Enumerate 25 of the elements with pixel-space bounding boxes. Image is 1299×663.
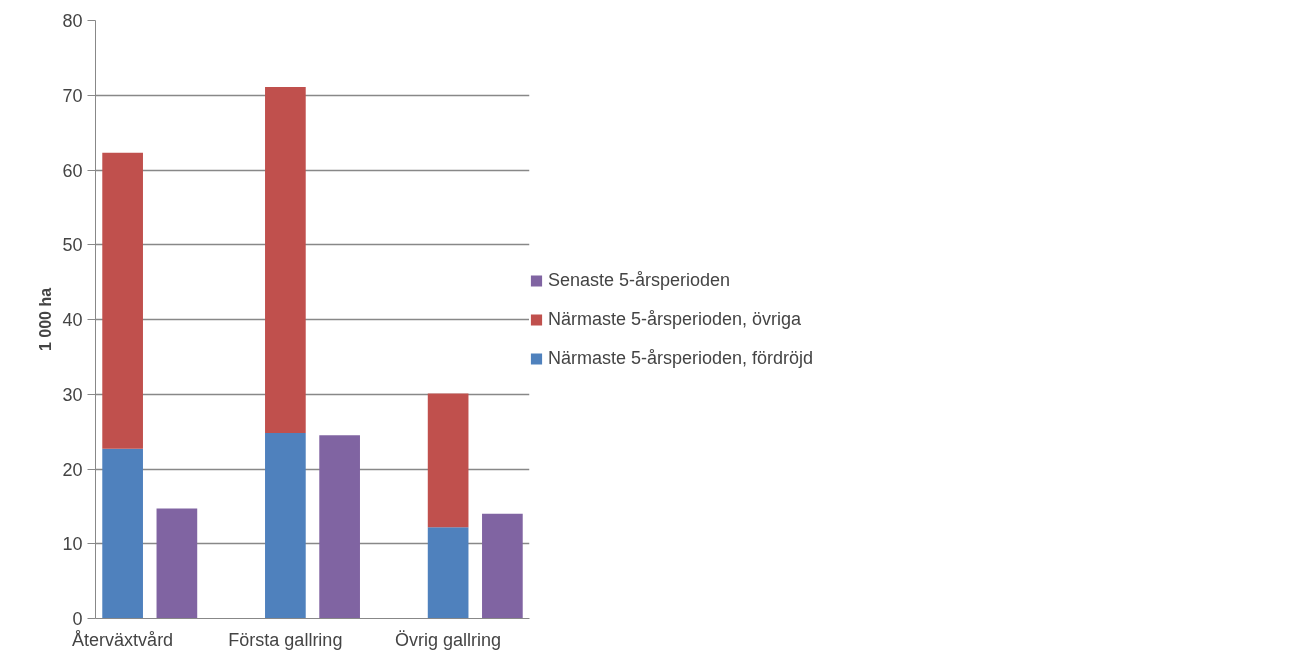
legend-label: Senaste 5-årsperioden: [548, 269, 731, 291]
y-tick-label: 30: [62, 384, 83, 405]
y-tick-label: 10: [62, 534, 83, 555]
bar: [265, 87, 306, 434]
x-tick-label: Första gallring: [228, 629, 343, 650]
bar: [156, 508, 198, 619]
y-tick-label: 60: [62, 160, 83, 181]
y-tick-label: 40: [62, 310, 83, 330]
bar: [427, 393, 469, 528]
y-tick-label: 20: [62, 459, 83, 480]
bar: [482, 513, 523, 619]
y-tick-label: 70: [62, 85, 83, 106]
bar: [319, 435, 360, 619]
y-tick-label: 50: [62, 235, 83, 256]
bar: [102, 448, 143, 619]
x-tick-label: Övrig gallring: [395, 629, 502, 650]
legend-label: Närmaste 5-årsperioden, fördröjd: [548, 347, 814, 369]
y-tick-label: 0: [72, 609, 83, 629]
bar: [265, 433, 306, 619]
bar: [102, 152, 143, 449]
legend-label: Närmaste 5-årsperioden, övriga: [548, 308, 802, 330]
x-tick-label: Återväxtvård: [72, 629, 174, 650]
y-axis-title: 1 000 ha: [37, 287, 55, 352]
y-tick-label: 80: [62, 11, 83, 31]
bar: [427, 527, 469, 619]
